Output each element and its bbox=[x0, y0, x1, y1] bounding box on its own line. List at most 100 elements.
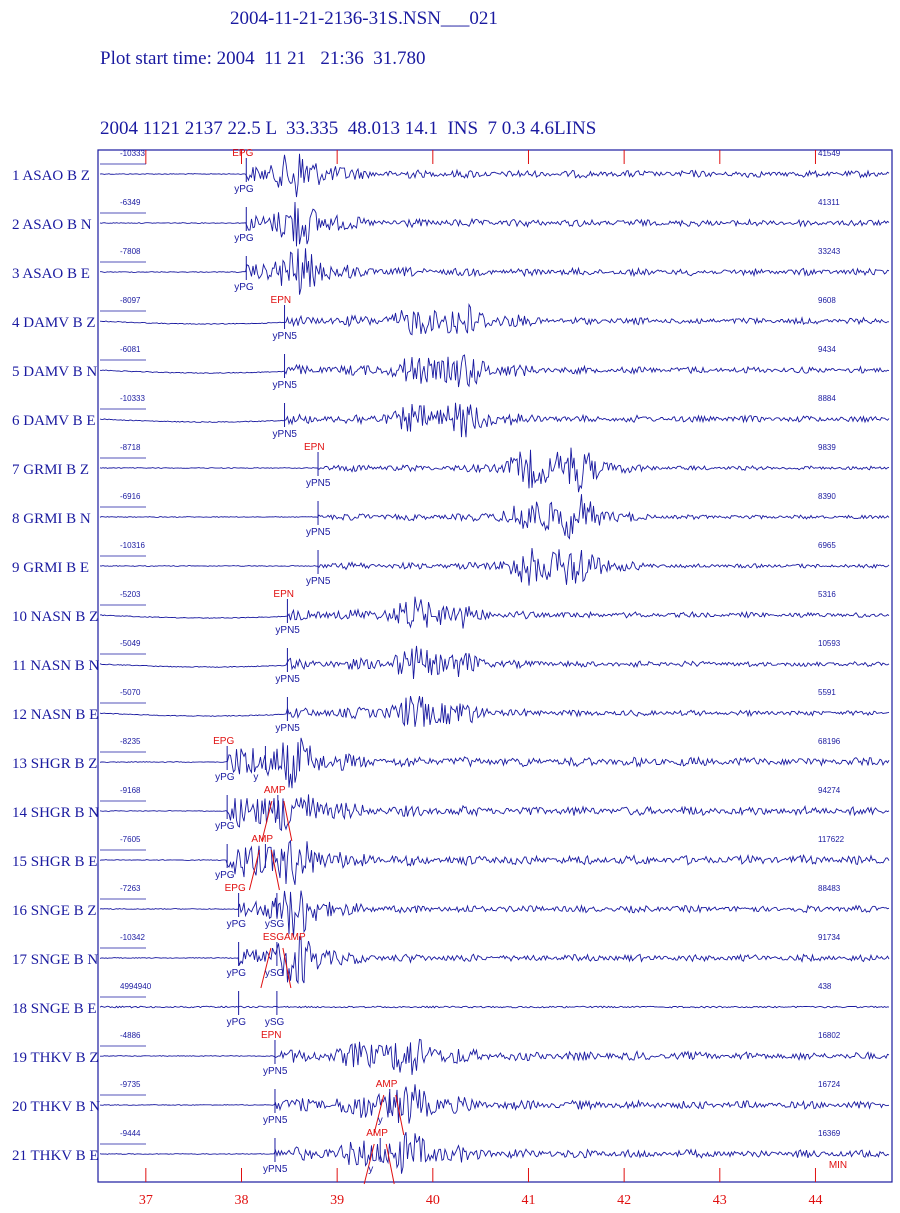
max-amplitude: 91734 bbox=[818, 933, 841, 942]
tick-label: 44 bbox=[808, 1193, 822, 1208]
time-axis: 37 38 39 40 41 42 43 44 MIN bbox=[139, 150, 847, 1208]
channel-label: 8 GRMI B N bbox=[12, 511, 91, 527]
max-amplitude: 41311 bbox=[818, 198, 840, 207]
waveform-trace bbox=[99, 1131, 890, 1174]
max-amplitude: 9608 bbox=[818, 296, 836, 305]
amp-marker bbox=[282, 947, 292, 989]
min-amplitude: -6349 bbox=[120, 198, 141, 207]
tick-label: 43 bbox=[713, 1193, 727, 1208]
min-amplitude: -4886 bbox=[120, 1031, 141, 1040]
waveform-trace bbox=[99, 153, 890, 198]
min-amplitude: -10333 bbox=[120, 149, 145, 158]
max-amplitude: 16724 bbox=[818, 1080, 841, 1089]
min-amplitude: -7808 bbox=[120, 247, 141, 256]
pick-bottom-label: yPN5 bbox=[263, 1164, 288, 1175]
max-amplitude: 10593 bbox=[818, 639, 841, 648]
channel-label: 21 THKV B E bbox=[12, 1148, 99, 1164]
channel-label: 6 DAMV B E bbox=[12, 413, 95, 429]
pick-bottom-label: yPN5 bbox=[263, 1115, 288, 1126]
channel-label: 17 SNGE B N bbox=[12, 952, 98, 968]
pick-bottom-label: y bbox=[378, 1115, 383, 1126]
max-amplitude: 438 bbox=[818, 982, 832, 991]
pick-top-label: EPN bbox=[273, 589, 294, 600]
channel-label: 19 THKV B Z bbox=[12, 1050, 99, 1066]
max-amplitude: 68196 bbox=[818, 737, 841, 746]
pick-bottom-label: yPG bbox=[234, 282, 254, 293]
min-amplitude: -10342 bbox=[120, 933, 145, 942]
pick-top-label: EPN bbox=[304, 442, 325, 453]
pick-top-label: EPN bbox=[261, 1030, 282, 1041]
amp-marker bbox=[373, 1094, 385, 1136]
max-amplitude: 94274 bbox=[818, 786, 841, 795]
traces bbox=[99, 153, 890, 1174]
min-amplitude: -8097 bbox=[120, 296, 141, 305]
min-amplitude: -9735 bbox=[120, 1080, 141, 1089]
pick-top-label: EPN bbox=[271, 295, 292, 306]
event-summary-line: 2004 1121 2137 22.5 L 33.335 48.013 14.1… bbox=[100, 118, 597, 139]
amp-marker bbox=[261, 800, 273, 842]
pick-top-label: AMP bbox=[366, 1128, 388, 1139]
max-amplitude: 9434 bbox=[818, 345, 836, 354]
waveform-trace bbox=[99, 794, 890, 832]
file-title: 2004-11-21-2136-31S.NSN___021 bbox=[230, 8, 498, 29]
max-amplitude: 16369 bbox=[818, 1129, 841, 1138]
waveform-trace bbox=[99, 494, 890, 540]
pick-bottom-label: yPG bbox=[215, 821, 235, 832]
pick-bottom-label: yPN5 bbox=[263, 1066, 288, 1077]
pick-bottom-label: yPN5 bbox=[306, 576, 331, 587]
min-amplitude: 4994940 bbox=[120, 982, 152, 991]
pick-bottom-label: yPN5 bbox=[306, 478, 331, 489]
amp-marker bbox=[260, 947, 272, 989]
max-amplitude: 6965 bbox=[818, 541, 836, 550]
channel-labels: 1 ASAO B Z -10333 41549 2 ASAO B N -6349 4131… bbox=[12, 149, 845, 1164]
channel-label: 14 SHGR B N bbox=[12, 805, 99, 821]
min-amplitude: -5070 bbox=[120, 688, 141, 697]
waveform-trace bbox=[99, 1005, 890, 1009]
pick-bottom-label: yPG bbox=[227, 968, 247, 979]
tick-label: 41 bbox=[521, 1193, 535, 1208]
min-amplitude: -7605 bbox=[120, 835, 141, 844]
pick-top-label: AMP bbox=[251, 834, 273, 845]
waveform-trace bbox=[99, 890, 890, 938]
min-amplitude: -10316 bbox=[120, 541, 145, 550]
pick-bottom-label: y bbox=[368, 1164, 373, 1175]
channel-label: 5 DAMV B N bbox=[12, 364, 97, 380]
max-amplitude: 16802 bbox=[818, 1031, 841, 1040]
max-amplitude: 8390 bbox=[818, 492, 836, 501]
waveform-trace bbox=[99, 695, 890, 727]
tick-label: 39 bbox=[330, 1193, 344, 1208]
pick-bottom-label: yPG bbox=[227, 1017, 247, 1028]
tick-label: 37 bbox=[139, 1193, 153, 1208]
waveform-trace bbox=[99, 447, 890, 493]
waveform-trace bbox=[99, 737, 890, 789]
min-amplitude: -8718 bbox=[120, 443, 141, 452]
waveform-trace bbox=[99, 935, 890, 985]
pick-bottom-label: ySG bbox=[265, 1017, 285, 1028]
pick-bottom-label: yPN5 bbox=[273, 429, 298, 440]
channel-label: 1 ASAO B Z bbox=[12, 168, 90, 184]
min-amplitude: -10333 bbox=[120, 394, 145, 403]
waveform-trace bbox=[99, 402, 890, 438]
min-amplitude: -6081 bbox=[120, 345, 141, 354]
pick-bottom-label: ySG bbox=[265, 968, 285, 979]
channel-label: 4 DAMV B Z bbox=[12, 315, 95, 331]
max-amplitude: 41549 bbox=[818, 149, 841, 158]
max-amplitude: 88483 bbox=[818, 884, 841, 893]
pick-bottom-label: yPN5 bbox=[275, 625, 300, 636]
waveform-trace bbox=[99, 547, 890, 586]
max-amplitude: 5316 bbox=[818, 590, 836, 599]
pick-top-label: AMP bbox=[264, 785, 286, 796]
channel-label: 15 SHGR B E bbox=[12, 854, 97, 870]
amp-marker bbox=[363, 1143, 375, 1185]
pick-bottom-label: yPG bbox=[227, 919, 247, 930]
tick-label: 42 bbox=[617, 1193, 631, 1208]
channel-label: 3 ASAO B E bbox=[12, 266, 90, 282]
channel-label: 2 ASAO B N bbox=[12, 217, 92, 233]
min-amplitude: -5049 bbox=[120, 639, 141, 648]
waveform-trace bbox=[99, 201, 890, 247]
amp-marker bbox=[385, 1143, 395, 1185]
max-amplitude: 9839 bbox=[818, 443, 836, 452]
waveform-trace bbox=[99, 1084, 890, 1124]
channel-label: 18 SNGE B E bbox=[12, 1001, 97, 1017]
